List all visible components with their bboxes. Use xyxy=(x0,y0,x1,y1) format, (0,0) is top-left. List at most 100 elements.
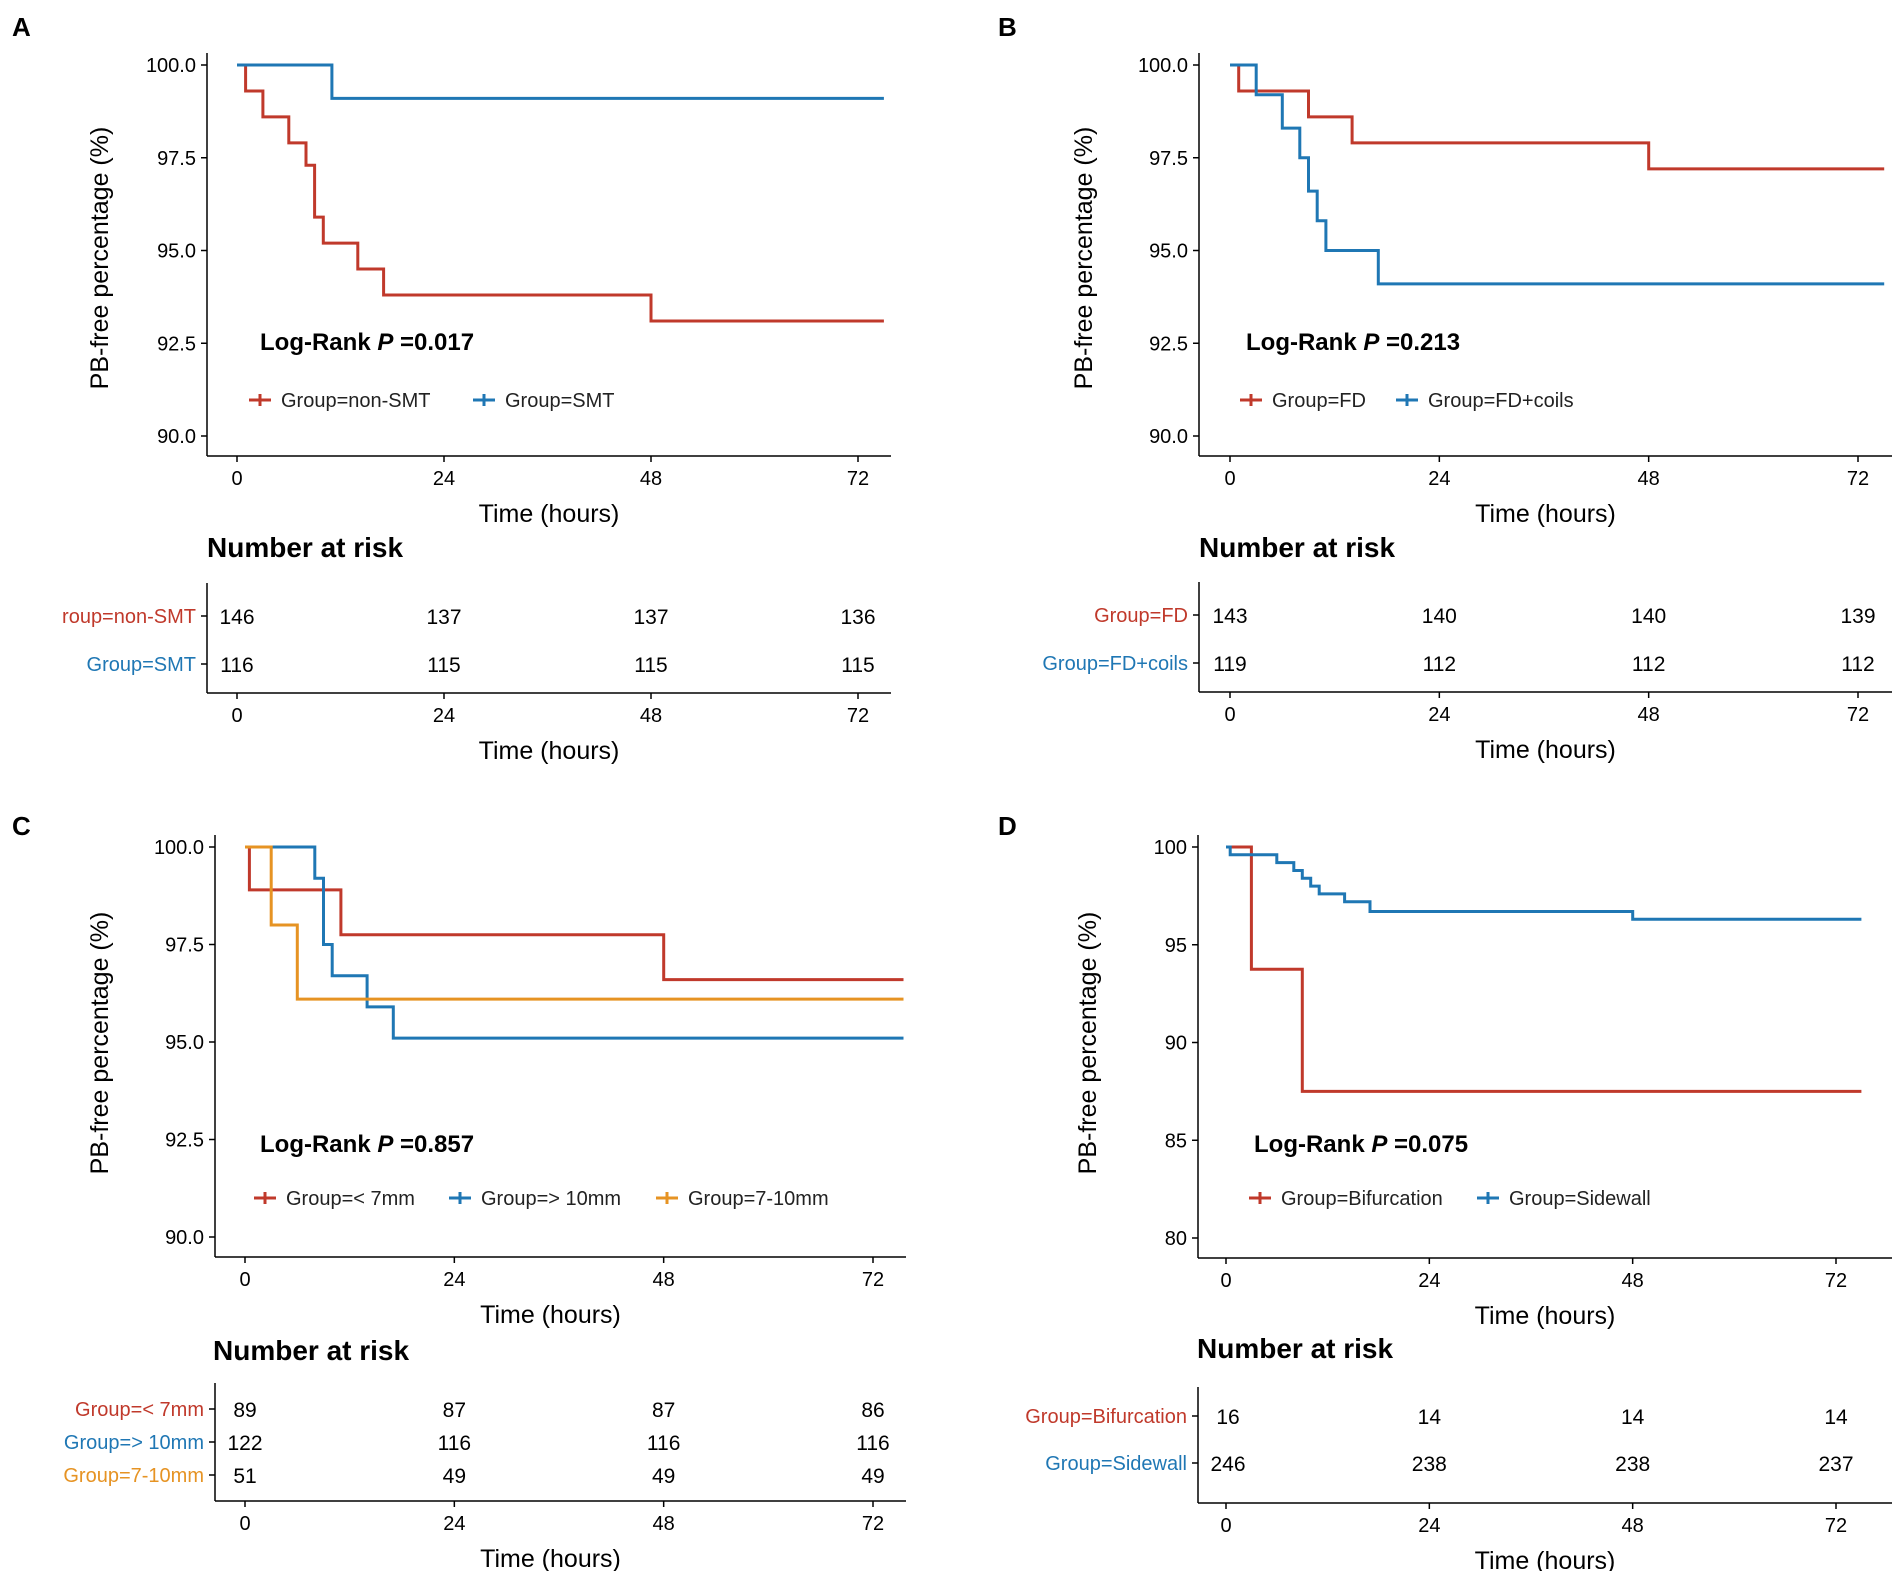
x-tick-label: 48 xyxy=(1638,468,1660,490)
risk-row-label: Group=7-10mm xyxy=(63,1465,204,1487)
y-axis-title: PB-free percentage (%) xyxy=(1070,127,1098,390)
x-tick-label: 72 xyxy=(1825,1270,1847,1292)
y-tick-label: 85 xyxy=(1165,1130,1187,1152)
risk-count: 116 xyxy=(438,1432,471,1455)
risk-count: 137 xyxy=(426,606,461,629)
logrank-label: Log-Rank xyxy=(1246,329,1363,356)
risk-count: 139 xyxy=(1840,605,1875,628)
risk-count: 14 xyxy=(1418,1406,1442,1429)
risk-count: 238 xyxy=(1412,1453,1447,1476)
x-tick-label: 24 xyxy=(443,1269,465,1291)
legend-label: Group=7-10mm xyxy=(688,1188,829,1210)
risk-x-tick-label: 72 xyxy=(1847,704,1869,726)
legend-label: Group=FD+coils xyxy=(1428,390,1574,412)
y-tick-label: 100.0 xyxy=(1138,55,1188,77)
legend-label: Group=> 10mm xyxy=(481,1188,621,1210)
risk-count: 49 xyxy=(861,1465,884,1488)
risk-x-tick-label: 0 xyxy=(1224,704,1235,726)
y-tick-label: 90.0 xyxy=(165,1227,204,1249)
risk-x-axis-title: Time (hours) xyxy=(479,737,620,765)
risk-table-title: Number at risk xyxy=(1197,1333,1393,1364)
panel-b: B 90.0 92.5 95.0 97.5 100.0 0 24 48 72 PB-free per… xyxy=(998,12,1892,764)
y-tick-label: 95.0 xyxy=(1149,241,1188,263)
risk-count: 87 xyxy=(652,1399,675,1422)
x-tick-label: 24 xyxy=(1418,1270,1440,1292)
x-tick-label: 48 xyxy=(640,468,662,490)
risk-count: 116 xyxy=(856,1432,889,1455)
risk-count: 112 xyxy=(1423,653,1456,676)
risk-x-axis-title: Time (hours) xyxy=(1475,1547,1616,1571)
risk-count: 237 xyxy=(1818,1453,1853,1476)
km-curve-group-sidewall xyxy=(1226,845,1862,921)
y-tick-label: 97.5 xyxy=(165,935,204,957)
x-tick-label: 72 xyxy=(847,468,869,490)
logrank-p: P xyxy=(1371,1131,1388,1158)
risk-x-tick-label: 24 xyxy=(443,1513,465,1535)
km-curve-group-10mm xyxy=(245,845,904,1040)
x-axis-title: Time (hours) xyxy=(1475,500,1616,528)
x-tick-label: 48 xyxy=(653,1269,675,1291)
km-curve-group-non-smt xyxy=(237,63,884,323)
x-tick-label: 48 xyxy=(1622,1270,1644,1292)
risk-row-label: Group=Sidewall xyxy=(1045,1453,1187,1475)
risk-x-tick-label: 48 xyxy=(1638,704,1660,726)
risk-count: 116 xyxy=(220,654,253,677)
km-curve-group-fd-coils xyxy=(1230,63,1885,286)
risk-x-tick-label: 24 xyxy=(1418,1515,1440,1537)
x-tick-label: 0 xyxy=(1220,1270,1231,1292)
legend-label: Group=non-SMT xyxy=(281,390,431,412)
logrank-value: =0.017 xyxy=(393,329,474,356)
logrank-value: =0.857 xyxy=(393,1131,474,1158)
risk-count: 116 xyxy=(647,1432,680,1455)
risk-row-label: Group=Bifurcation xyxy=(1025,1406,1187,1428)
risk-x-tick-label: 0 xyxy=(239,1513,250,1535)
logrank-label: Log-Rank xyxy=(260,329,377,356)
logrank-p: P xyxy=(377,329,394,356)
risk-table-title: Number at risk xyxy=(207,532,403,563)
y-tick-label: 100 xyxy=(1154,837,1187,859)
risk-x-tick-label: 72 xyxy=(847,705,869,727)
risk-row-label: Group=SMT xyxy=(87,654,196,676)
y-tick-label: 95.0 xyxy=(165,1032,204,1054)
risk-row-label: Group=< 7mm xyxy=(75,1399,204,1421)
y-tick-label: 97.5 xyxy=(1149,148,1188,170)
y-tick-label: 90.0 xyxy=(1149,426,1188,448)
panel-letter: C xyxy=(12,811,31,841)
km-curve-group-bifurcation xyxy=(1226,845,1862,1093)
risk-x-axis-title: Time (hours) xyxy=(1475,736,1616,764)
legend-label: Group=Sidewall xyxy=(1509,1188,1651,1210)
risk-row-label: Group=FD xyxy=(1094,605,1188,627)
risk-count: 115 xyxy=(427,654,460,677)
risk-count: 89 xyxy=(233,1399,256,1422)
km-curve-group-7-10mm xyxy=(245,845,904,1001)
risk-row-label: Group=FD+coils xyxy=(1042,653,1188,675)
risk-count: 146 xyxy=(219,606,254,629)
y-axis-title: PB-free percentage (%) xyxy=(86,912,114,1175)
risk-count: 140 xyxy=(1422,605,1457,628)
x-axis-title: Time (hours) xyxy=(480,1301,621,1329)
y-tick-label: 92.5 xyxy=(157,333,196,355)
x-tick-label: 24 xyxy=(1428,468,1450,490)
x-tick-label: 72 xyxy=(1847,468,1869,490)
x-tick-label: 0 xyxy=(239,1269,250,1291)
risk-count: 87 xyxy=(443,1399,466,1422)
risk-x-tick-label: 48 xyxy=(653,1513,675,1535)
x-tick-label: 72 xyxy=(862,1269,884,1291)
y-tick-label: 97.5 xyxy=(157,148,196,170)
logrank-annotation: Log-Rank P =0.017 xyxy=(260,329,474,356)
risk-row-label: Group=> 10mm xyxy=(64,1432,204,1454)
legend-label: Group=SMT xyxy=(505,390,614,412)
risk-count: 143 xyxy=(1212,605,1247,628)
y-tick-label: 100.0 xyxy=(154,837,204,859)
x-tick-label: 0 xyxy=(1224,468,1235,490)
legend-label: Group=< 7mm xyxy=(286,1188,415,1210)
risk-count: 16 xyxy=(1216,1406,1239,1429)
risk-x-tick-label: 72 xyxy=(862,1513,884,1535)
y-tick-label: 90.0 xyxy=(157,426,196,448)
x-axis-title: Time (hours) xyxy=(479,500,620,528)
risk-count: 112 xyxy=(1841,653,1874,676)
y-axis-title: PB-free percentage (%) xyxy=(86,127,114,390)
logrank-label: Log-Rank xyxy=(260,1131,377,1158)
km-curve-group-smt xyxy=(237,63,884,100)
x-tick-label: 0 xyxy=(231,468,242,490)
